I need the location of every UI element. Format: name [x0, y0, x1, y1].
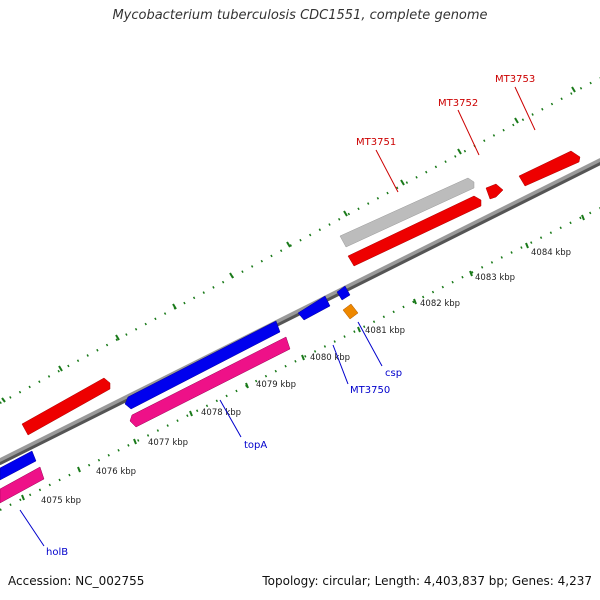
leader-MT3751 — [375, 149, 399, 193]
gene-holB[interactable] — [0, 466, 45, 504]
gene-holB-blue[interactable] — [0, 450, 37, 481]
kbp-label-4077: 4077 kbp — [148, 438, 188, 448]
reverse-gene-labels: holB topA MT3750 csp — [19, 321, 402, 558]
accession-text: Accession: NC_002755 — [8, 574, 145, 588]
kbp-label-4079: 4079 kbp — [256, 380, 296, 390]
genome-summary-text: Topology: circular; Length: 4,403,837 bp… — [262, 574, 592, 588]
kbp-label-4078: 4078 kbp — [201, 408, 241, 418]
outer-tick-ring — [0, 77, 600, 404]
kbp-label-4075: 4075 kbp — [41, 496, 81, 506]
gene-MT3752[interactable] — [485, 183, 504, 200]
gene-csp[interactable] — [336, 285, 351, 301]
leader-holB — [19, 509, 45, 547]
label-csp: csp — [385, 368, 402, 379]
kbp-label-4083: 4083 kbp — [475, 273, 515, 283]
gene-forward-1[interactable] — [21, 377, 111, 436]
kbp-label-4076: 4076 kbp — [96, 467, 136, 477]
leader-topA — [219, 399, 242, 438]
kbp-label-4084: 4084 kbp — [531, 248, 571, 258]
label-MT3751: MT3751 — [356, 137, 396, 148]
label-holB: holB — [46, 547, 68, 558]
forward-gene-labels: MT3751 MT3752 MT3753 — [356, 74, 536, 193]
kbp-labels: 4075 kbp 4076 kbp 4077 kbp 4078 kbp 4079… — [41, 248, 571, 506]
reverse-strand-genes — [0, 285, 359, 504]
gene-MT3750[interactable] — [297, 295, 331, 321]
label-topA: topA — [244, 440, 267, 451]
gene-misc-feature[interactable] — [342, 303, 359, 320]
gene-MT3753[interactable] — [518, 150, 581, 187]
label-MT3753: MT3753 — [495, 74, 535, 85]
inner-major-ticks — [21, 214, 585, 501]
kbp-label-4082: 4082 kbp — [420, 299, 460, 309]
kbp-label-4081: 4081 kbp — [365, 326, 405, 336]
gene-topA[interactable] — [129, 336, 291, 428]
leader-csp — [357, 321, 383, 367]
map-title: Mycobacterium tuberculosis CDC1551, comp… — [112, 8, 488, 23]
leader-MT3753 — [514, 86, 536, 131]
kbp-label-4080: 4080 kbp — [310, 353, 350, 363]
leader-MT3752 — [457, 109, 480, 156]
leader-MT3750 — [332, 344, 349, 385]
forward-strand-genes — [21, 150, 581, 436]
gene-MT3751[interactable] — [347, 195, 482, 267]
outer-major-ticks — [1, 86, 576, 403]
inner-tick-ring — [0, 207, 600, 511]
gene-pseudo-MT3751[interactable] — [339, 177, 475, 248]
gene-topA-blue[interactable] — [124, 320, 281, 410]
label-MT3750: MT3750 — [350, 385, 390, 396]
backbone — [0, 158, 600, 462]
label-MT3752: MT3752 — [438, 98, 478, 109]
